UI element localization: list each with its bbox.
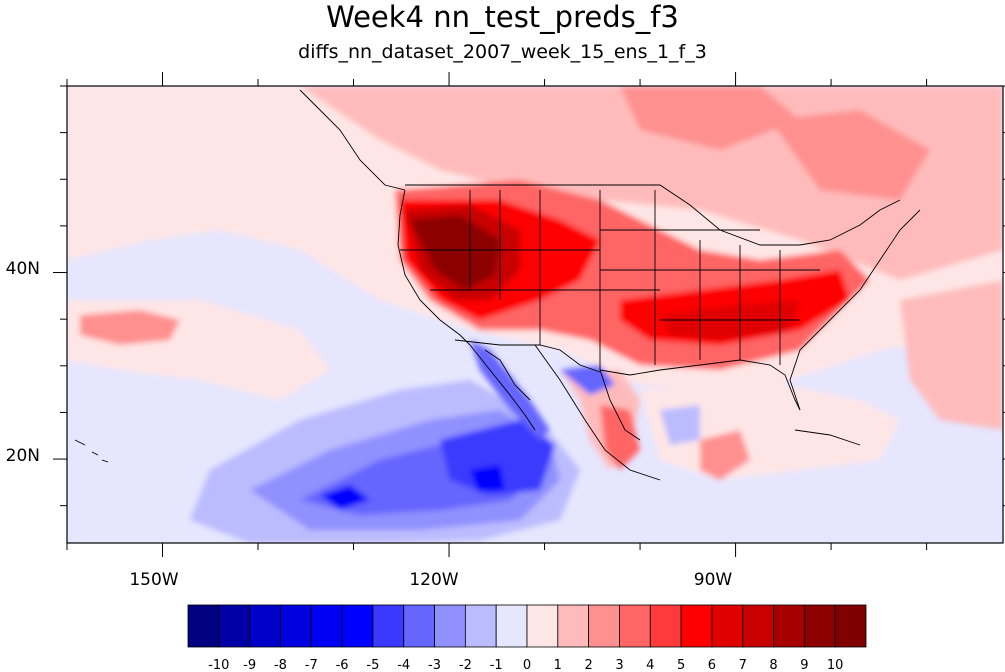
colorbar-swatch bbox=[249, 604, 281, 648]
colorbar-label: 3 bbox=[615, 658, 623, 672]
colorbar-swatch bbox=[834, 604, 867, 648]
map-subtitle: diffs_nn_dataset_2007_week_15_ens_1_f_3 bbox=[298, 41, 707, 63]
colorbar-swatch bbox=[310, 604, 343, 648]
map-title: Week4 nn_test_preds_f3 bbox=[326, 0, 679, 34]
colorbar-label: 10 bbox=[827, 658, 844, 672]
colorbar bbox=[187, 604, 867, 648]
colorbar-swatch bbox=[773, 604, 805, 648]
colorbar-label: -4 bbox=[397, 658, 410, 672]
colorbar-label: 6 bbox=[708, 658, 716, 672]
colorbar-swatch bbox=[187, 604, 220, 648]
colorbar-label: 2 bbox=[584, 658, 592, 672]
colorbar-label: 5 bbox=[677, 658, 685, 672]
map-frame bbox=[66, 85, 1004, 544]
colorbar-label: -1 bbox=[490, 658, 503, 672]
colorbar-swatch bbox=[680, 604, 713, 648]
colorbar-swatch bbox=[372, 604, 405, 648]
colorbar-label: -10 bbox=[208, 658, 229, 672]
colorbar-swatch bbox=[711, 604, 744, 648]
colorbar-label: 8 bbox=[769, 658, 777, 672]
colorbar-swatch bbox=[557, 604, 590, 648]
colorbar-swatch bbox=[526, 604, 559, 648]
colorbar-label: 9 bbox=[800, 658, 808, 672]
colorbar-label: 4 bbox=[646, 658, 654, 672]
colorbar-label: -3 bbox=[428, 658, 441, 672]
colorbar-swatch bbox=[218, 604, 251, 648]
colorbar-swatch bbox=[434, 604, 466, 648]
colorbar-label: -5 bbox=[366, 658, 379, 672]
lon-tick-label-90w: 90W bbox=[694, 570, 733, 590]
colorbar-swatch bbox=[619, 604, 651, 648]
colorbar-swatch bbox=[742, 604, 774, 648]
axis-ticks bbox=[53, 72, 1005, 557]
colorbar-label: -9 bbox=[243, 658, 256, 672]
colorbar-label: -7 bbox=[305, 658, 318, 672]
colorbar-labels: -10 -9 -8 -7 -6 -5 -4 -3 -2 -1 0 1 2 3 4 5 6 7 8 9 10 bbox=[208, 658, 843, 672]
colorbar-label: -8 bbox=[274, 658, 287, 672]
colorbar-swatch bbox=[341, 604, 374, 648]
colorbar-swatch bbox=[495, 604, 528, 648]
colorbar-swatch bbox=[803, 604, 836, 648]
colorbar-label: 1 bbox=[554, 658, 562, 672]
lat-tick-labels: 40N 20N bbox=[6, 259, 40, 466]
colorbar-label: -6 bbox=[336, 658, 349, 672]
colorbar-swatch bbox=[588, 604, 620, 648]
colorbar-label: 7 bbox=[739, 658, 747, 672]
lat-tick-label-20n: 20N bbox=[6, 446, 40, 466]
colorbar-swatch bbox=[649, 604, 682, 648]
lon-tick-label-120w: 120W bbox=[409, 570, 458, 590]
colorbar-label: -2 bbox=[459, 658, 472, 672]
colorbar-swatch bbox=[280, 604, 312, 648]
colorbar-swatch bbox=[403, 604, 435, 648]
lon-tick-label-150w: 150W bbox=[129, 570, 178, 590]
colorbar-swatch bbox=[464, 604, 497, 648]
lon-tick-labels: 150W 120W 90W bbox=[129, 570, 732, 590]
coastline-borders bbox=[74, 89, 921, 481]
lat-tick-label-40n: 40N bbox=[6, 259, 40, 279]
contour-field bbox=[67, 86, 1003, 543]
colorbar-label: 0 bbox=[523, 658, 531, 672]
